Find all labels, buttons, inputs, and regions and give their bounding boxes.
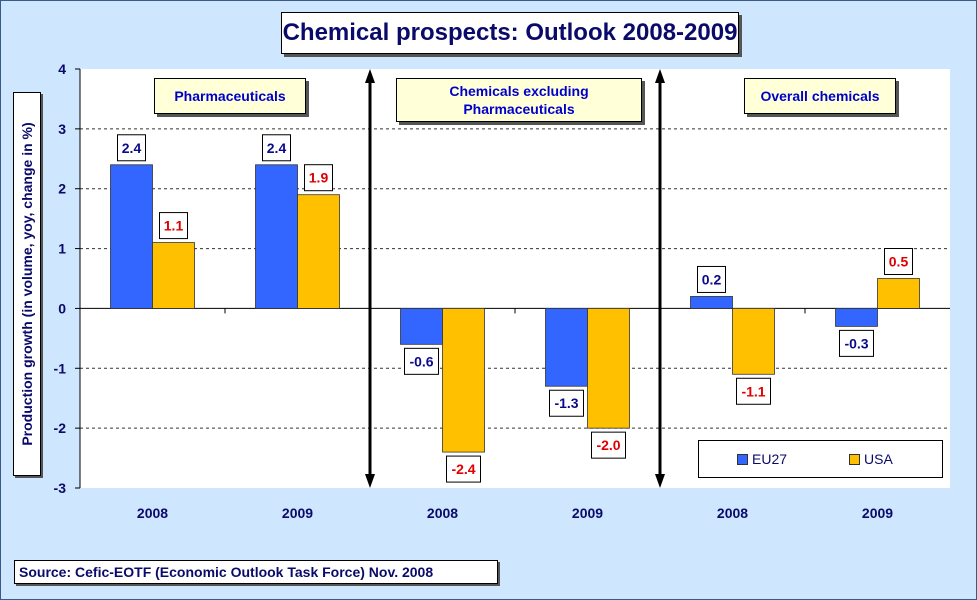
data-label-box	[404, 347, 439, 375]
bar-eu27	[835, 308, 878, 327]
data-label: 1.1	[164, 218, 184, 234]
data-label-box	[159, 212, 188, 240]
x-tick-label: 2008	[717, 505, 748, 521]
x-tick-label: 2008	[427, 505, 458, 521]
bar-usa	[877, 278, 920, 309]
data-label: -0.3	[844, 335, 868, 351]
data-label: 2.4	[267, 140, 287, 156]
arrow-head-down	[365, 474, 375, 488]
data-label: 0.5	[889, 254, 909, 270]
x-tick-label: 2009	[282, 505, 313, 521]
bar-eu27	[545, 308, 588, 387]
source-note: Source: Cefic-EOTF (Economic Outlook Tas…	[14, 560, 498, 584]
plot-area	[80, 69, 950, 488]
legend-item-eu27: EU27	[737, 451, 787, 467]
bar-eu27	[400, 308, 443, 345]
legend-swatch-eu27	[737, 453, 748, 465]
data-label-box	[884, 248, 913, 275]
legend-item-usa: USA	[849, 451, 893, 467]
data-label: 0.2	[702, 271, 722, 287]
legend-label-eu27: EU27	[752, 451, 788, 467]
bar-usa	[152, 242, 195, 309]
bar-eu27	[690, 296, 733, 309]
legend-label-usa: USA	[864, 451, 893, 467]
y-axis-label: Production growth (in volume, yoy, chang…	[19, 122, 35, 446]
x-tick-label: 2009	[862, 505, 893, 521]
bar-usa	[587, 308, 630, 429]
bar-eu27	[110, 164, 153, 309]
data-label-box	[591, 431, 626, 459]
data-label: 2.4	[122, 140, 142, 156]
legend-swatch-usa	[849, 453, 861, 465]
data-label-box	[446, 455, 481, 483]
y-tick-label: 4	[58, 61, 66, 77]
y-tick-label: 1	[58, 241, 66, 257]
y-tick-label: 0	[58, 300, 66, 316]
data-label: -1.1	[741, 383, 765, 399]
data-label: 1.9	[309, 170, 329, 186]
arrow-head-up	[365, 69, 375, 83]
data-label: -2.0	[596, 437, 620, 453]
data-label-box	[549, 389, 584, 417]
arrow-head-up	[655, 69, 665, 83]
data-label-box	[697, 265, 726, 293]
arrow-head-down	[655, 474, 665, 488]
data-label-box	[117, 134, 146, 162]
data-label: -1.3	[554, 395, 578, 411]
bar-eu27	[255, 164, 298, 309]
data-label: -0.6	[409, 353, 433, 369]
y-tick-label: -2	[54, 420, 67, 436]
x-tick-label: 2008	[137, 505, 168, 521]
bar-usa	[442, 308, 485, 453]
bar-usa	[297, 194, 340, 309]
legend: EU27 USA	[698, 440, 943, 478]
group-label-overall-chemicals: Overall chemicals	[744, 78, 896, 114]
y-axis-label-box: Production growth (in volume, yoy, chang…	[13, 92, 41, 476]
y-tick-label: -3	[54, 480, 67, 496]
data-label-box	[304, 164, 333, 192]
data-label-box	[736, 377, 771, 405]
data-label-box	[262, 134, 291, 162]
y-tick-label: -1	[54, 360, 67, 376]
group-label-pharmaceuticals: Pharmaceuticals	[154, 78, 306, 114]
x-tick-label: 2009	[572, 505, 603, 521]
data-label-box	[839, 329, 874, 357]
chart-title: Chemical prospects: Outlook 2008-2009	[281, 12, 739, 54]
data-label: -2.4	[451, 461, 475, 477]
y-tick-label: 2	[58, 181, 66, 197]
bar-usa	[732, 308, 775, 375]
y-tick-label: 3	[58, 121, 66, 137]
group-label-chemicals-excl-pharma: Chemicals excluding Pharmaceuticals	[396, 78, 642, 122]
